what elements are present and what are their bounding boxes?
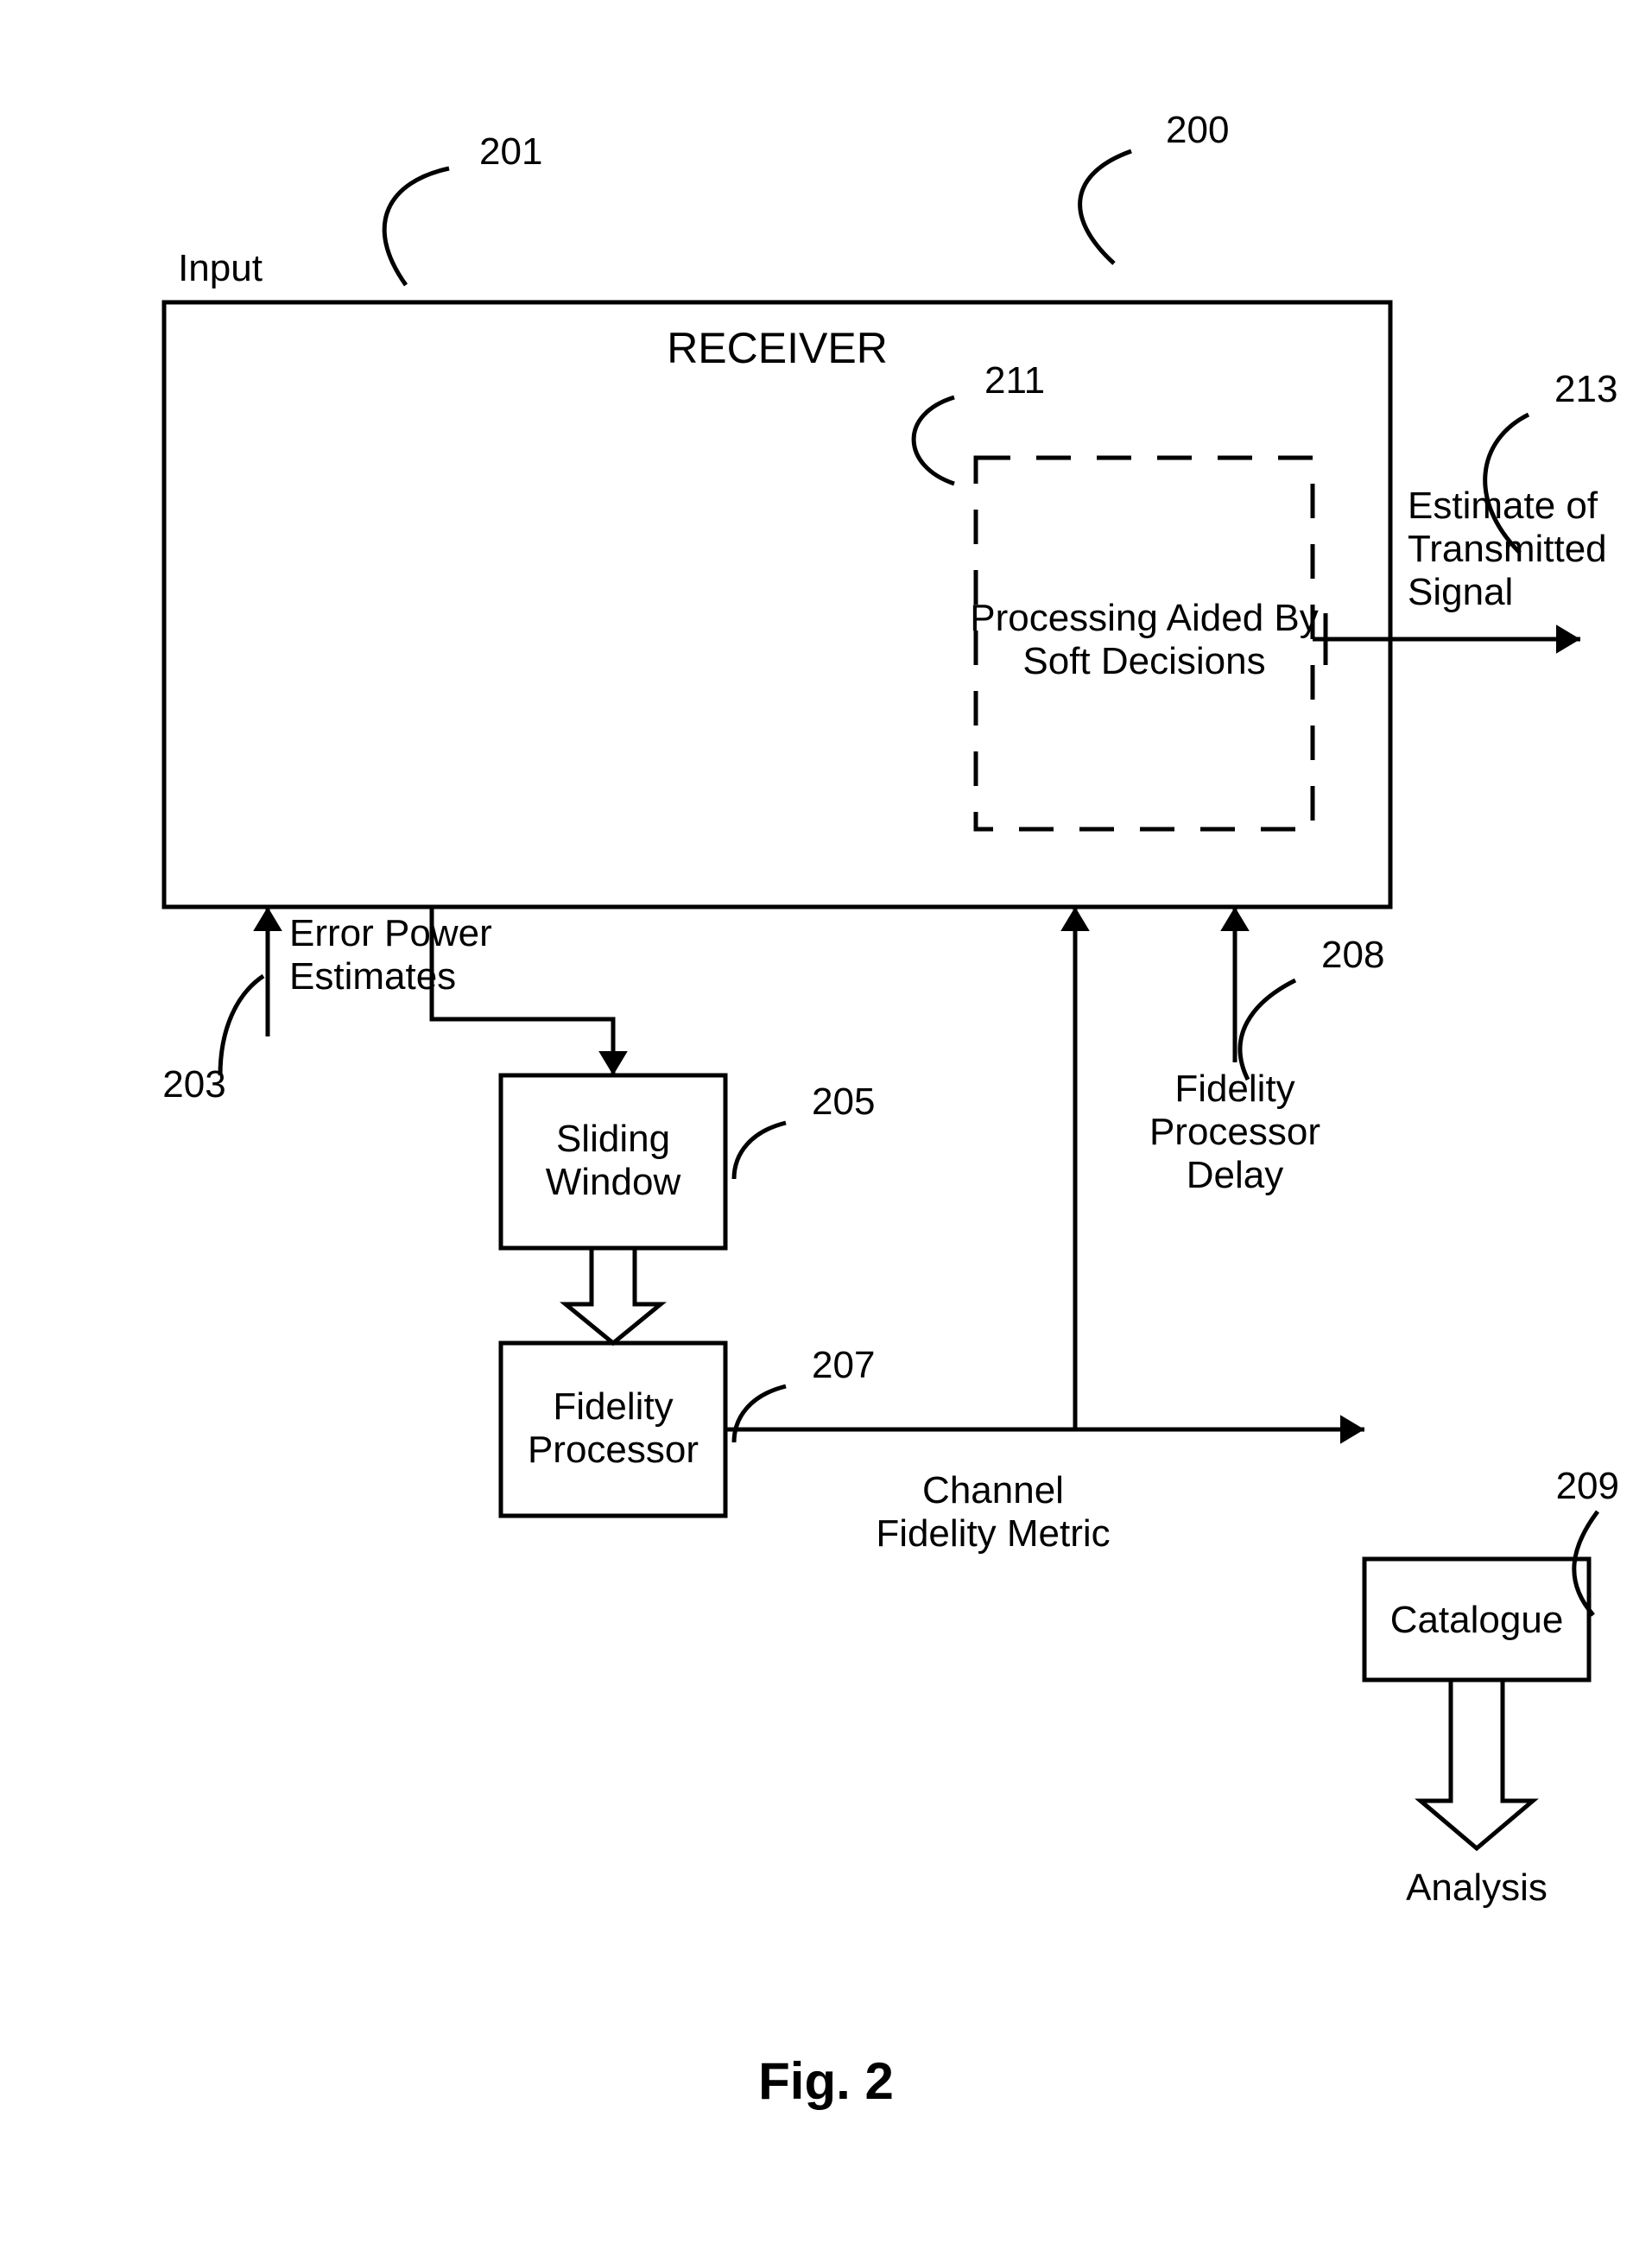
label-analysis: Analysis xyxy=(1406,1866,1548,1909)
fpd-l1: Fidelity xyxy=(1174,1068,1294,1110)
callout-c211 xyxy=(914,397,954,484)
arrowhead xyxy=(1556,624,1580,654)
catalogue-l1: Catalogue xyxy=(1390,1599,1564,1641)
ref-209: 209 xyxy=(1556,1465,1619,1507)
edge-cfm-up xyxy=(725,907,1075,1429)
callout-c209 xyxy=(1574,1511,1598,1615)
ep-l1: Error Power xyxy=(289,912,492,954)
sliding-l2: Window xyxy=(546,1161,681,1203)
cfm-l2: Fidelity Metric xyxy=(876,1512,1110,1555)
sliding-l1: Sliding xyxy=(556,1118,670,1160)
soft-dec-l1: Processing Aided By xyxy=(970,597,1319,639)
fpd-l2: Processor xyxy=(1149,1111,1320,1153)
arrowhead xyxy=(1060,907,1090,931)
ref-201: 201 xyxy=(479,130,542,173)
arrowhead xyxy=(1340,1415,1364,1444)
block-arrow xyxy=(566,1248,661,1343)
arrowhead xyxy=(598,1051,628,1075)
arrowhead xyxy=(1220,907,1250,931)
arrowhead xyxy=(253,907,282,931)
ref-207: 207 xyxy=(812,1344,875,1386)
fpd-l3: Delay xyxy=(1187,1154,1284,1196)
callout-c203 xyxy=(220,976,263,1075)
callout-c205 xyxy=(734,1123,786,1179)
ref-203: 203 xyxy=(162,1063,225,1106)
ep-l2: Estimates xyxy=(289,955,456,998)
label-input: Input xyxy=(178,247,263,289)
est-l2: Transmitted xyxy=(1408,528,1607,570)
receiver-label: RECEIVER xyxy=(667,324,888,372)
ref-211: 211 xyxy=(984,359,1045,402)
callout-c208 xyxy=(1240,980,1295,1080)
fidelity-l1: Fidelity xyxy=(553,1385,673,1428)
fidelity-l2: Processor xyxy=(528,1429,699,1471)
est-l1: Estimate of xyxy=(1408,485,1598,527)
ref-208: 208 xyxy=(1321,934,1384,976)
figure-label: Fig. 2 xyxy=(758,2052,894,2110)
ref-213: 213 xyxy=(1554,368,1617,410)
cfm-l1: Channel xyxy=(922,1469,1064,1511)
block-arrow xyxy=(1421,1680,1533,1848)
est-l3: Signal xyxy=(1408,571,1513,613)
callout-c200 xyxy=(1080,151,1131,263)
callout-c207 xyxy=(734,1386,786,1442)
callout-c201 xyxy=(384,168,449,285)
soft-dec-l2: Soft Decisions xyxy=(1022,640,1265,682)
ref-205: 205 xyxy=(812,1080,875,1123)
ref-200: 200 xyxy=(1166,109,1229,151)
